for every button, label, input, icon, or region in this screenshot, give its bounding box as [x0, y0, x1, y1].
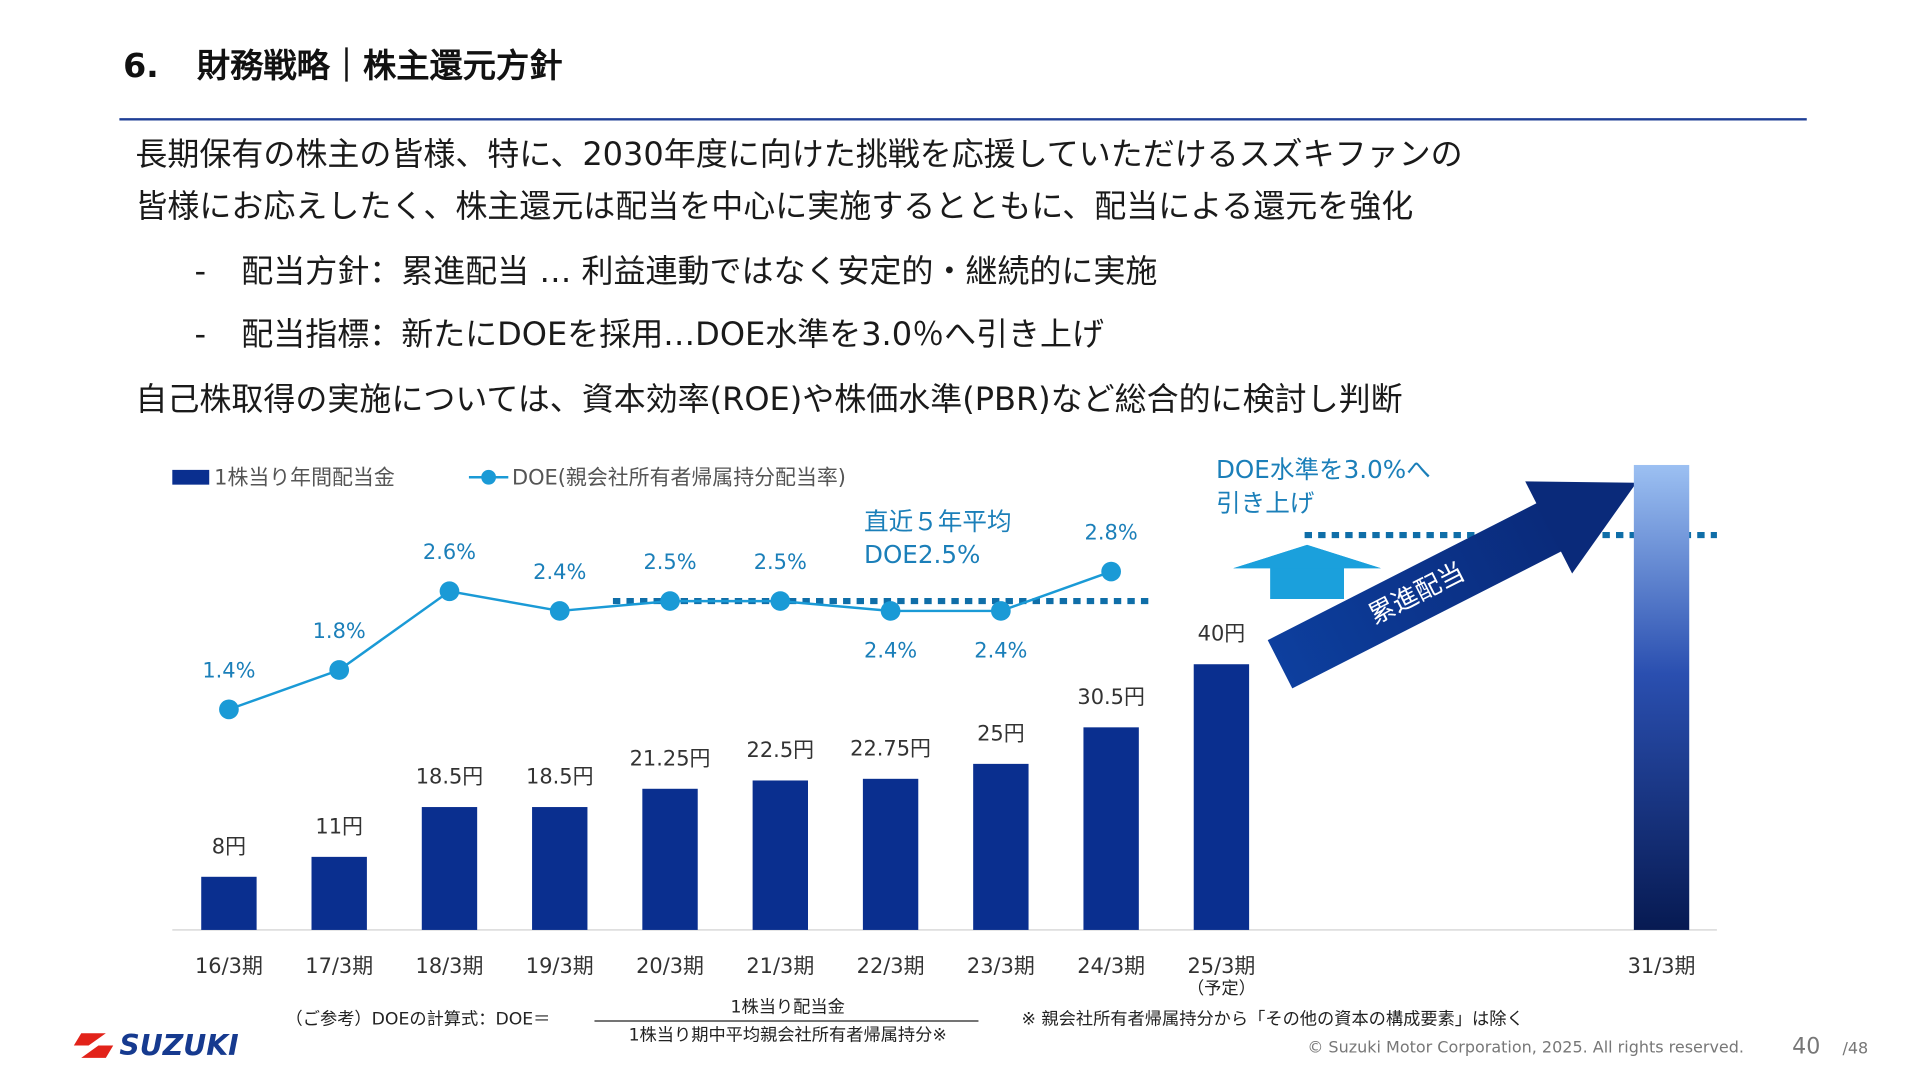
doe-point [770, 591, 791, 611]
bar [421, 807, 478, 930]
doe-value-label: 1.8% [313, 619, 366, 643]
target-label: 引き上げ [1216, 488, 1315, 517]
doe-point [1101, 561, 1121, 582]
footnote: （ご参考）DOEの計算式：DOE＝ [286, 1010, 551, 1030]
bar [752, 780, 808, 930]
x-tick-label: 18/3期 [416, 954, 484, 978]
arrow-shaft [1267, 499, 1569, 689]
x-tick-note: （予定） [1187, 979, 1256, 999]
x-tick-label: 24/3期 [1077, 954, 1145, 978]
slide-title: 財務戦略｜株主還元方針 [197, 46, 563, 85]
bar-value-label: 22.75円 [850, 736, 931, 760]
doe-point [880, 601, 901, 621]
doe-point [329, 660, 350, 680]
page-total: /48 [1842, 1039, 1868, 1058]
bar [1083, 727, 1139, 930]
body-line: 自己株取得の実施については、資本効率(ROE)や株価水準(PBR)など総合的に検… [135, 380, 1402, 418]
bar [642, 788, 698, 930]
x-tick-label: 22/3期 [857, 954, 925, 978]
page-number: 40 [1792, 1033, 1820, 1059]
x-tick-label: 20/3期 [636, 954, 704, 978]
body-line: 皆様にお応えしたく、株主還元は配当を中心に実施するとともに、配当による還元を強化 [135, 187, 1413, 225]
logo-text: SUZUKI [119, 1029, 238, 1062]
doe-value-label: 2.6% [423, 540, 476, 564]
x-tick-label: 19/3期 [526, 954, 594, 978]
legend-label: DOE(親会社所有者帰属持分配当率) [512, 466, 846, 490]
target-label: DOE水準を3.0%へ [1216, 455, 1431, 484]
bar [973, 763, 1029, 930]
bar-value-label: 8円 [212, 834, 246, 858]
arrow-head [1525, 481, 1637, 574]
bullet-text: 配当方針：累進配当 … 利益連動ではなく安定的・継続的に実施 [241, 252, 1157, 290]
x-tick-label: 21/3期 [746, 954, 814, 978]
doe-value-label: 2.4% [974, 639, 1027, 663]
body-line: 長期保有の株主の皆様、特に、2030年度に向けた挑戦を応援していただけるスズキフ… [135, 135, 1462, 173]
bullet-marker: - [194, 252, 206, 290]
x-tick-label: 31/3期 [1628, 954, 1696, 978]
bar [862, 778, 919, 930]
copyright: © Suzuki Motor Corporation, 2025. All ri… [1307, 1038, 1744, 1057]
section-number: 6. [123, 46, 159, 85]
bar [311, 856, 367, 930]
x-tick-label: 25/3期 [1187, 954, 1255, 978]
doe-value-label: 2.4% [864, 639, 917, 663]
legend-label: 1株当り年間配当金 [214, 466, 395, 490]
bar-value-label: 11円 [315, 814, 363, 838]
doe-point [219, 699, 239, 720]
x-tick-label: 23/3期 [967, 954, 1035, 978]
legend-dot [481, 469, 496, 485]
doe-value-label: 1.4% [202, 658, 255, 682]
doe-point [549, 601, 570, 621]
x-tick-label: 17/3期 [305, 954, 373, 978]
bar [1633, 464, 1690, 930]
bullet-marker: - [194, 315, 206, 353]
doe-point [991, 601, 1011, 621]
up-arrow-head [1233, 544, 1381, 569]
doe-point [660, 591, 680, 611]
bar [532, 807, 588, 930]
bar [1193, 664, 1250, 930]
footnote-denominator: 1株当り期中平均親会社所有者帰属持分※ [629, 1026, 947, 1046]
bullet-text: 配当指標：新たにDOEを採用…DOE水準を3.0％へ引き上げ [241, 315, 1104, 353]
bar-value-label: 21.25円 [630, 746, 711, 770]
footnote-numerator: 1株当り配当金 [731, 997, 845, 1017]
doe-value-label: 2.5% [643, 550, 696, 574]
bar-value-label: 22.5円 [747, 738, 814, 762]
bar-value-label: 30.5円 [1077, 685, 1144, 709]
bar-value-label: 18.5円 [416, 765, 483, 789]
doe-value-label: 2.8% [1085, 520, 1138, 544]
legend-swatch [172, 469, 210, 485]
bar [201, 876, 257, 930]
doe-value-label: 2.5% [754, 550, 807, 574]
logo-mark [73, 1033, 114, 1058]
x-tick-label: 16/3期 [195, 954, 263, 978]
reference-label: 直近５年平均 [864, 507, 1012, 536]
bar-value-label: 40円 [1198, 622, 1246, 646]
bar-value-label: 25円 [977, 721, 1025, 745]
doe-point [439, 581, 460, 602]
doe-value-label: 2.4% [533, 560, 586, 584]
bar-value-label: 18.5円 [526, 765, 593, 789]
reference-label: DOE2.5% [864, 540, 980, 569]
footnote-remark: ※ 親会社所有者帰属持分から「その他の資本の構成要素」は除く [1022, 1010, 1524, 1030]
